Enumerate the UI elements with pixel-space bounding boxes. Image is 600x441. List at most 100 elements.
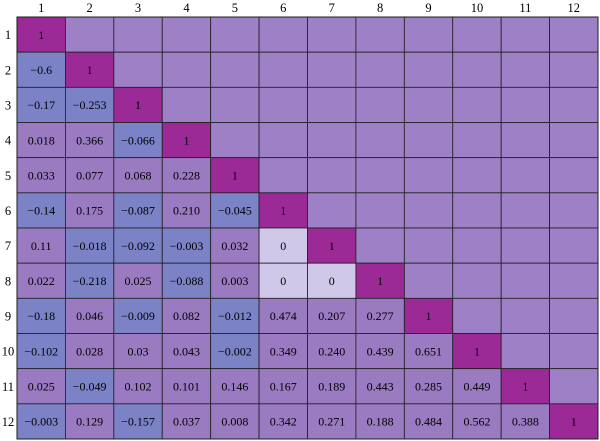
cell-value-7-1: 0.11: [31, 239, 52, 253]
heatmap-cell-11-11: [500, 368, 550, 405]
column-label-12: 12: [568, 1, 581, 15]
row-label-4: 4: [5, 134, 12, 148]
heatmap-cell-12-9: [403, 403, 454, 440]
heatmap-cell-6-10: [452, 192, 502, 229]
heatmap-cell-12-10: [452, 403, 502, 440]
heatmap-cell-6-9: [403, 192, 454, 229]
cell-value-8-1: 0.022: [28, 274, 55, 288]
cell-value-8-2: −0.218: [73, 274, 107, 288]
heatmap-cell-2-11: [500, 51, 550, 88]
heatmap-cell-12-7: [307, 403, 357, 440]
row-label-8: 8: [5, 274, 11, 288]
row-label-10: 10: [2, 345, 15, 359]
cell-value-10-6: 0.349: [270, 344, 297, 358]
cell-value-8-3: 0.025: [125, 274, 152, 288]
heatmap-cell-10-3: [113, 333, 163, 370]
heatmap-cell-6-4: [161, 192, 212, 229]
heatmap-cell-2-2: [65, 51, 115, 88]
heatmap-cell-8-11: [500, 262, 550, 299]
heatmap-cell-10-6: [258, 333, 308, 370]
cell-value-11-2: −0.049: [73, 379, 107, 393]
cell-value-6-5: −0.045: [218, 204, 252, 218]
cell-value-12-4: 0.037: [173, 415, 200, 429]
heatmap-cell-3-3: [113, 86, 163, 123]
heatmap-cell-9-6: [258, 297, 308, 334]
heatmap-cell-5-12: [549, 157, 599, 194]
heatmap-cell-11-12: [549, 368, 599, 405]
heatmap-cell-8-3: [113, 262, 163, 299]
heatmap-cell-2-6: [258, 51, 308, 88]
heatmap-cell-8-9: [403, 262, 454, 299]
heatmap-cell-7-11: [500, 227, 550, 264]
cell-value-2-1: −0.6: [30, 63, 52, 77]
cell-value-11-6: 0.167: [270, 379, 297, 393]
heatmap-cell-9-1: [16, 297, 66, 334]
heatmap-cell-4-11: [500, 122, 550, 159]
cell-value-12-1: −0.003: [24, 415, 58, 429]
row-label-1: 1: [5, 28, 11, 42]
row-label-2: 2: [5, 63, 11, 77]
cell-value-3-3: 1: [135, 98, 141, 112]
heatmap-cell-3-8: [355, 86, 405, 123]
cell-value-12-3: −0.157: [121, 415, 155, 429]
column-label-9: 9: [425, 1, 431, 15]
heatmap-cell-1-4: [161, 16, 212, 53]
heatmap-cell-2-10: [452, 51, 502, 88]
heatmap-cell-1-6: [258, 16, 308, 53]
heatmap-cell-2-3: [113, 51, 163, 88]
heatmap-cell-10-5: [210, 333, 260, 370]
heatmap-cell-6-12: [549, 192, 599, 229]
cell-value-12-7: 0.271: [318, 415, 345, 429]
heatmap-cell-2-5: [210, 51, 260, 88]
heatmap-cell-1-8: [355, 16, 405, 53]
heatmap-cell-2-12: [549, 51, 599, 88]
heatmap-cell-3-5: [210, 86, 260, 123]
cell-value-12-12: 1: [571, 415, 577, 429]
column-label-3: 3: [135, 1, 141, 15]
heatmap-cell-9-12: [549, 297, 599, 334]
heatmap-cell-12-4: [161, 403, 212, 440]
heatmap-cell-9-11: [500, 297, 550, 334]
cell-value-11-3: 0.102: [125, 379, 152, 393]
column-label-10: 10: [471, 1, 484, 15]
cell-value-8-4: −0.088: [170, 274, 204, 288]
cell-value-12-11: 0.388: [512, 415, 539, 429]
cell-value-10-4: 0.043: [173, 344, 200, 358]
cell-value-4-3: −0.066: [121, 133, 155, 147]
row-label-3: 3: [5, 98, 11, 112]
heatmap-cell-6-7: [307, 192, 357, 229]
heatmap-cell-9-3: [113, 297, 163, 334]
cell-value-11-7: 0.189: [318, 379, 345, 393]
heatmap-cell-3-6: [258, 86, 308, 123]
cell-value-7-2: −0.018: [73, 239, 107, 253]
cell-value-7-5: 0.032: [221, 239, 248, 253]
heatmap-cell-11-6: [258, 368, 308, 405]
heatmap-cell-6-5: [210, 192, 260, 229]
cell-value-7-4: −0.003: [170, 239, 204, 253]
row-label-6: 6: [5, 204, 11, 218]
heatmap-cell-12-3: [113, 403, 163, 440]
cell-value-9-2: 0.046: [76, 309, 103, 323]
heatmap-cell-3-4: [161, 86, 212, 123]
heatmap-cell-9-10: [452, 297, 502, 334]
cell-value-2-2: 1: [87, 63, 93, 77]
heatmap-cell-6-3: [113, 192, 163, 229]
column-label-4: 4: [183, 1, 190, 15]
cell-value-10-5: −0.002: [218, 344, 252, 358]
heatmap-cell-4-2: [65, 122, 115, 159]
cell-value-11-11: 1: [522, 379, 528, 393]
cell-value-12-5: 0.008: [221, 415, 248, 429]
heatmap-cell-9-4: [161, 297, 212, 334]
heatmap-cell-12-8: [355, 403, 405, 440]
row-label-11: 11: [2, 380, 14, 394]
heatmap-cell-7-1: [16, 227, 66, 264]
cell-value-9-6: 0.474: [270, 309, 297, 323]
column-label-11: 11: [519, 1, 531, 15]
heatmap-cell-8-10: [452, 262, 502, 299]
cell-value-5-1: 0.033: [28, 168, 55, 182]
cell-value-10-3: 0.03: [128, 344, 149, 358]
cell-value-12-10: 0.562: [463, 415, 490, 429]
heatmap-cell-2-8: [355, 51, 405, 88]
